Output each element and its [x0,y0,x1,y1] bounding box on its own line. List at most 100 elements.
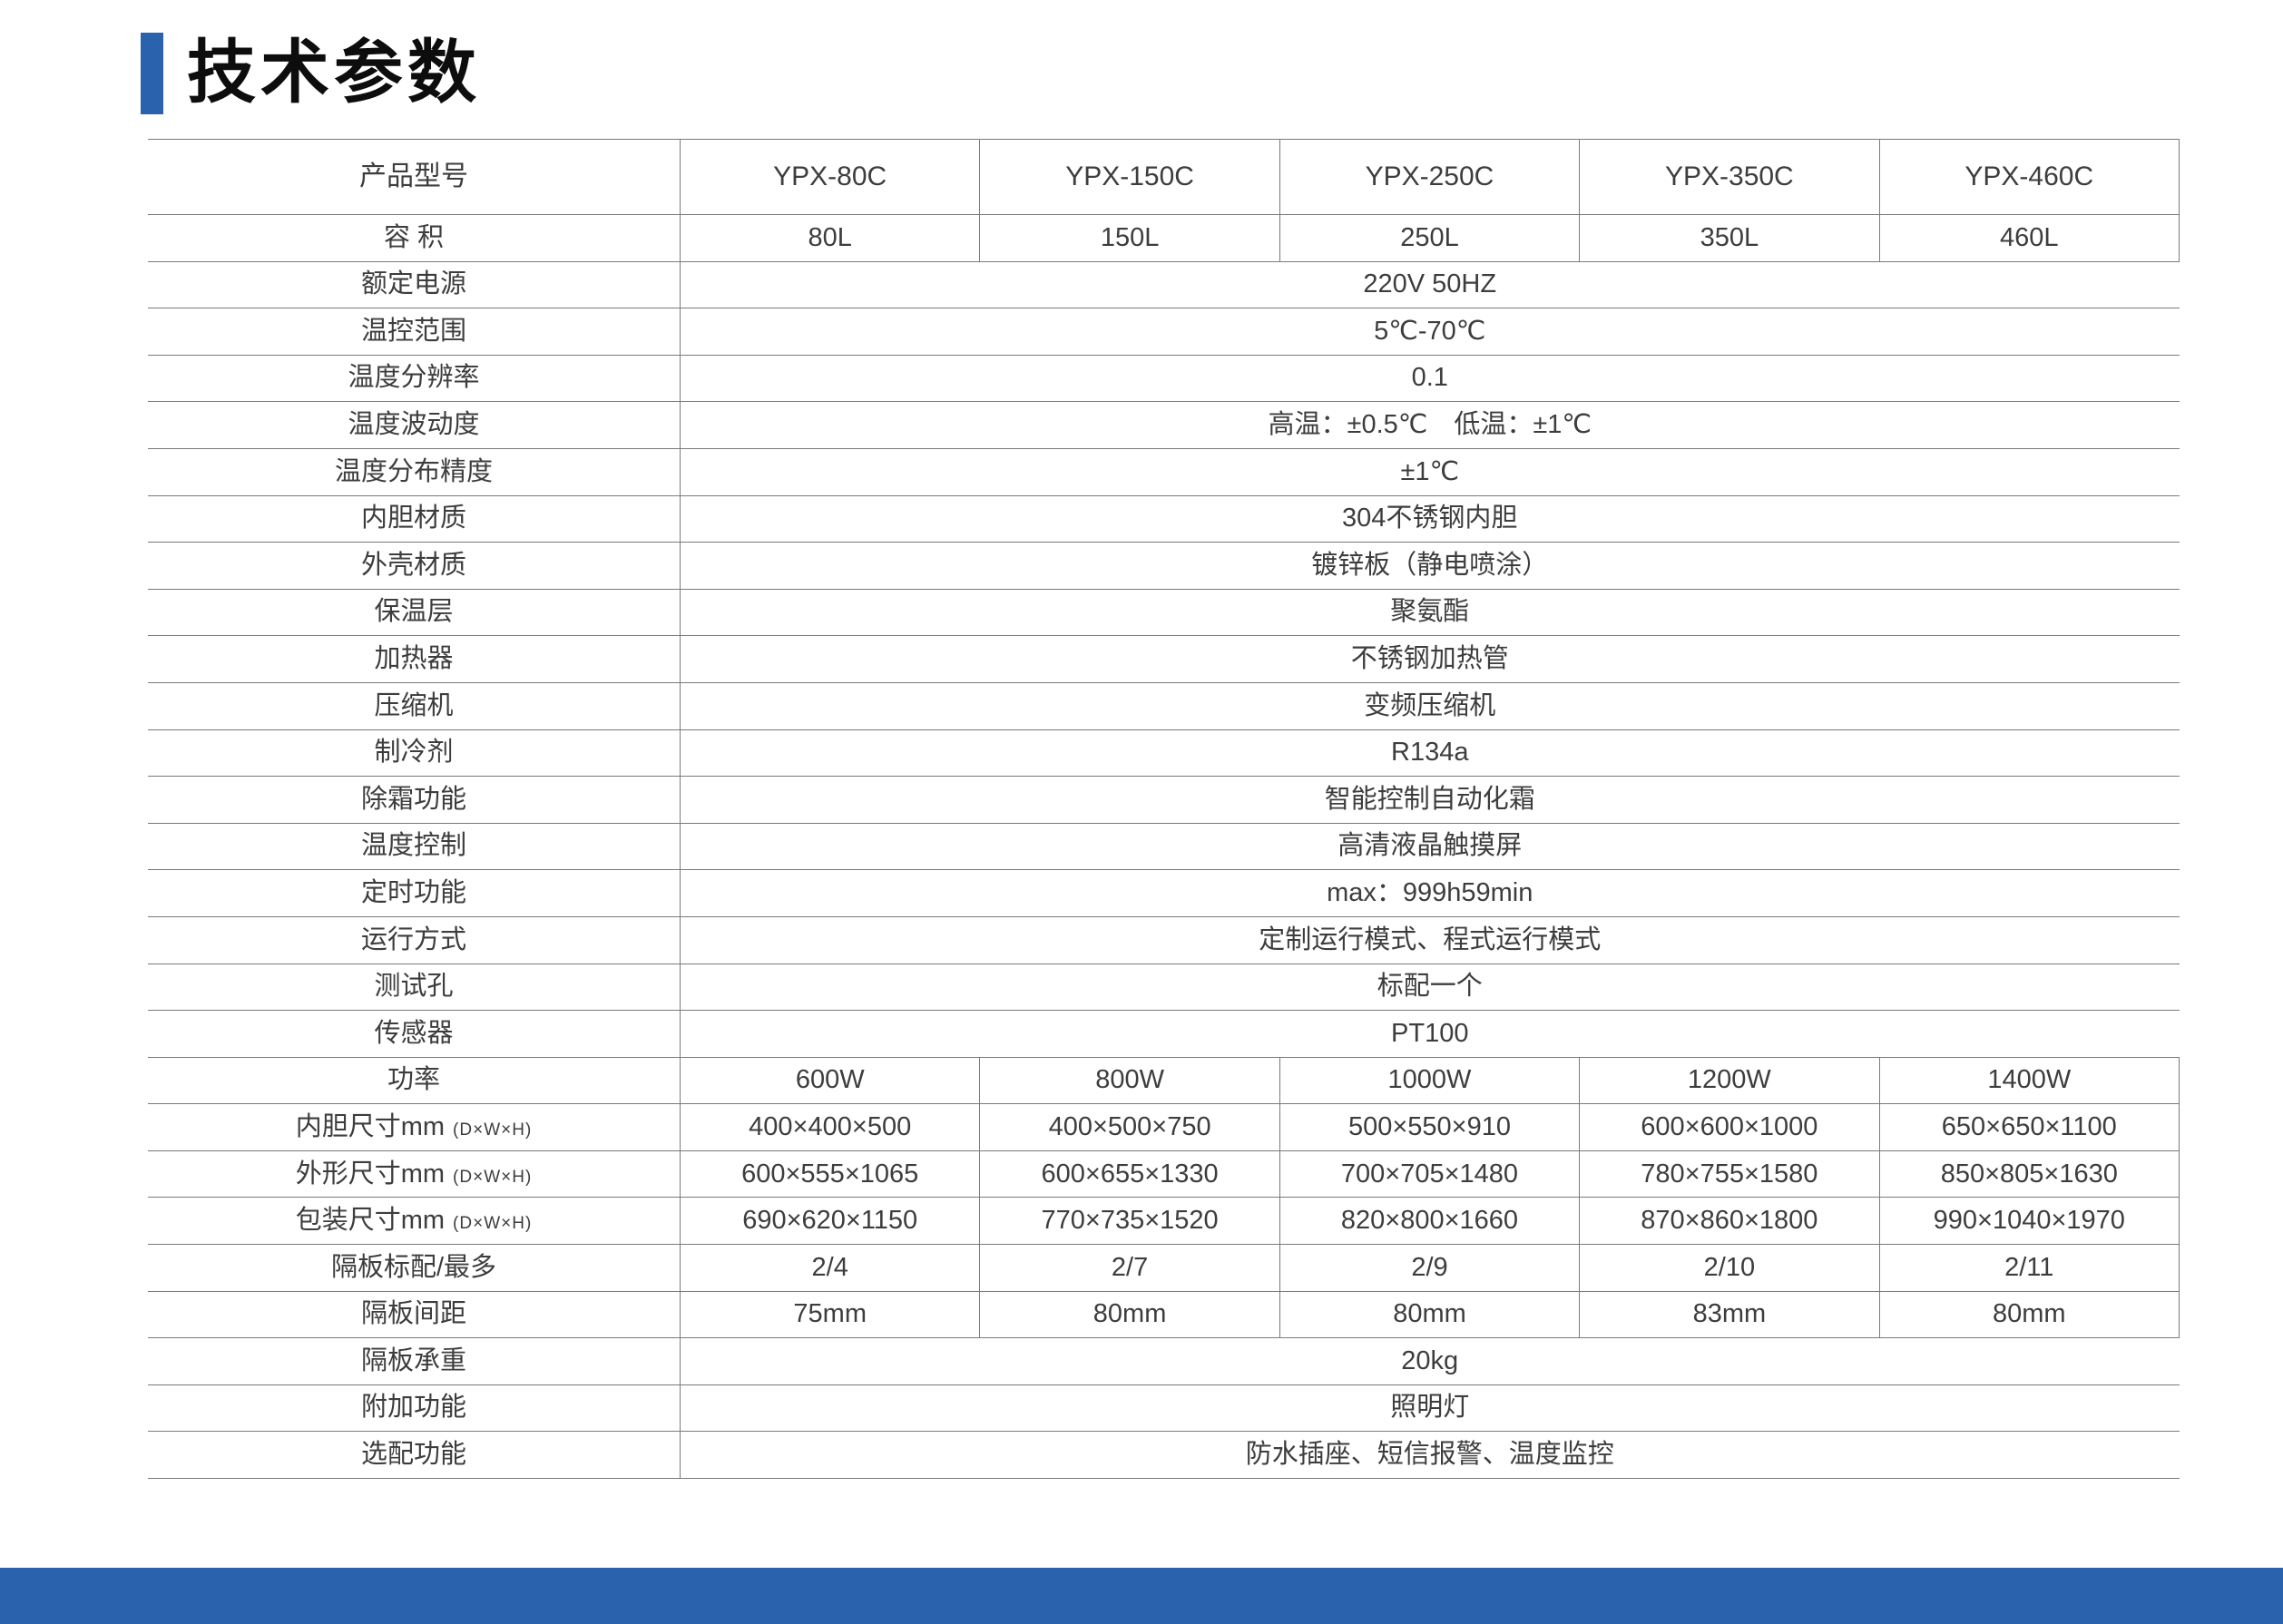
param-value-cell: 700×705×1480 [1279,1150,1581,1198]
table-row: 温度波动度 高温：±0.5℃ 低温：±1℃ [148,401,2180,449]
table-row: 选配功能 防水插座、短信报警、温度监控 [148,1431,2180,1480]
param-label-cell: 选配功能 [148,1431,681,1480]
param-label-cell: 制冷剂 [148,729,681,778]
table-row: 保温层 聚氨酯 [148,589,2180,637]
param-value-cell: 600×655×1330 [979,1150,1280,1198]
param-value-cell: 250L [1279,214,1581,262]
param-value-cell: 400×500×750 [979,1103,1280,1151]
param-value-cell: 0.1 [680,355,2180,403]
param-value-cell: 1200W [1579,1057,1880,1105]
param-value-cell: 高温：±0.5℃ 低温：±1℃ [680,401,2180,449]
param-label-cell: 加热器 [148,635,681,683]
param-value-cell: 850×805×1630 [1878,1150,2180,1198]
model-header-cell: YPX-350C [1579,139,1880,215]
param-value-cell: 80mm [979,1291,1280,1339]
param-label-suffix: (D×W×H) [453,1214,533,1234]
param-value-cell: 聚氨酯 [680,589,2180,637]
param-value-cell: 80mm [1279,1291,1581,1339]
param-value-cell: 83mm [1579,1291,1880,1339]
param-value-cell: max：999h59min [680,869,2180,917]
param-label-cell: 保温层 [148,589,681,637]
param-label-cell: 传感器 [148,1010,681,1058]
table-row: 外形尺寸mm (D×W×H) 600×555×1065 600×655×1330 … [148,1150,2180,1198]
param-value-cell: 智能控制自动化霜 [680,776,2180,824]
table-row: 温控范围 5℃-70℃ [148,308,2180,356]
param-value-cell: 600×600×1000 [1579,1103,1880,1151]
param-value-cell: 650×650×1100 [1878,1103,2180,1151]
param-value-cell: 高清液晶触摸屏 [680,823,2180,871]
table-row: 压缩机 变频压缩机 [148,682,2180,730]
table-row: 温度分布精度 ±1℃ [148,448,2180,496]
param-value-cell: 350L [1579,214,1880,262]
table-row: 传感器 PT100 [148,1010,2180,1058]
param-value-cell: 定制运行模式、程式运行模式 [680,916,2180,964]
param-value-cell: 2/9 [1279,1244,1581,1292]
param-value-cell: 1400W [1878,1057,2180,1105]
param-label-cell: 内胆尺寸mm (D×W×H) [148,1103,681,1151]
param-label-cell: 包装尺寸mm (D×W×H) [148,1197,681,1246]
param-label-suffix: (D×W×H) [453,1167,533,1187]
table-row: 温度控制 高清液晶触摸屏 [148,823,2180,871]
param-label-cell: 产品型号 [148,139,681,215]
param-value-cell: 780×755×1580 [1579,1150,1880,1198]
page-title: 技术参数 [187,34,481,112]
param-value-cell: ±1℃ [680,448,2180,496]
param-value-cell: 2/10 [1579,1244,1880,1292]
param-value-cell: 600×555×1065 [679,1150,981,1198]
param-value-cell: R134a [680,729,2180,778]
table-row: 运行方式 定制运行模式、程式运行模式 [148,916,2180,964]
param-label-cell: 外形尺寸mm (D×W×H) [148,1150,681,1198]
param-label-cell: 附加功能 [148,1384,681,1433]
param-value-cell: 镀锌板（静电喷涂） [680,542,2180,590]
param-label-cell: 温度控制 [148,823,681,871]
param-label-cell: 定时功能 [148,869,681,917]
param-value-cell: 800W [979,1057,1280,1105]
param-label-cell: 隔板承重 [148,1337,681,1385]
param-value-cell: 460L [1878,214,2180,262]
param-value-cell: 80mm [1878,1291,2180,1339]
param-value-cell: 20kg [680,1337,2180,1385]
param-value-cell: 220V 50HZ [680,261,2180,309]
param-value-cell: 2/7 [979,1244,1280,1292]
param-label-cell: 容 积 [148,214,681,262]
param-value-cell: 5℃-70℃ [680,308,2180,356]
model-header-cell: YPX-250C [1279,139,1581,215]
table-row: 隔板标配/最多 2/4 2/7 2/9 2/10 2/11 [148,1244,2180,1292]
param-label-cell: 温度分布精度 [148,448,681,496]
table-row: 外壳材质 镀锌板（静电喷涂） [148,542,2180,590]
spec-table: 产品型号 YPX-80C YPX-150C YPX-250C YPX-350C … [148,139,2180,1480]
param-value-cell: 75mm [679,1291,981,1339]
param-value-cell: 变频压缩机 [680,682,2180,730]
param-value-cell: 870×860×1800 [1579,1197,1880,1246]
param-value-cell: 304不锈钢内胆 [680,495,2180,543]
param-label: 包装尺寸mm [295,1206,446,1236]
param-label-cell: 额定电源 [148,261,681,309]
param-value-cell: 990×1040×1970 [1878,1197,2180,1246]
table-row: 包装尺寸mm (D×W×H) 690×620×1150 770×735×1520 … [148,1197,2180,1246]
param-label: 内胆尺寸mm [295,1111,446,1141]
param-label-cell: 压缩机 [148,682,681,730]
table-row: 定时功能 max：999h59min [148,869,2180,917]
param-label-cell: 外壳材质 [148,542,681,590]
param-value-cell: 防水插座、短信报警、温度监控 [680,1431,2180,1480]
model-header-cell: YPX-150C [979,139,1280,215]
table-row: 除霜功能 智能控制自动化霜 [148,776,2180,824]
param-value-cell: 400×400×500 [679,1103,981,1151]
footer-accent-bar [0,1568,2283,1624]
table-row: 内胆尺寸mm (D×W×H) 400×400×500 400×500×750 50… [148,1103,2180,1151]
param-label-cell: 除霜功能 [148,776,681,824]
param-label-cell: 温度波动度 [148,401,681,449]
table-row: 制冷剂 R134a [148,729,2180,778]
table-row: 容 积 80L 150L 250L 350L 460L [148,214,2180,262]
param-label-cell: 隔板间距 [148,1291,681,1339]
param-label-cell: 功率 [148,1057,681,1105]
param-value-cell: 1000W [1279,1057,1581,1105]
param-value-cell: 820×800×1660 [1279,1197,1581,1246]
param-label-cell: 内胆材质 [148,495,681,543]
title-accent-bar [141,33,163,114]
param-value-cell: 不锈钢加热管 [680,635,2180,683]
table-row: 内胆材质 304不锈钢内胆 [148,495,2180,543]
param-value-cell: PT100 [680,1010,2180,1058]
param-label-cell: 测试孔 [148,964,681,1012]
param-value-cell: 690×620×1150 [679,1197,981,1246]
